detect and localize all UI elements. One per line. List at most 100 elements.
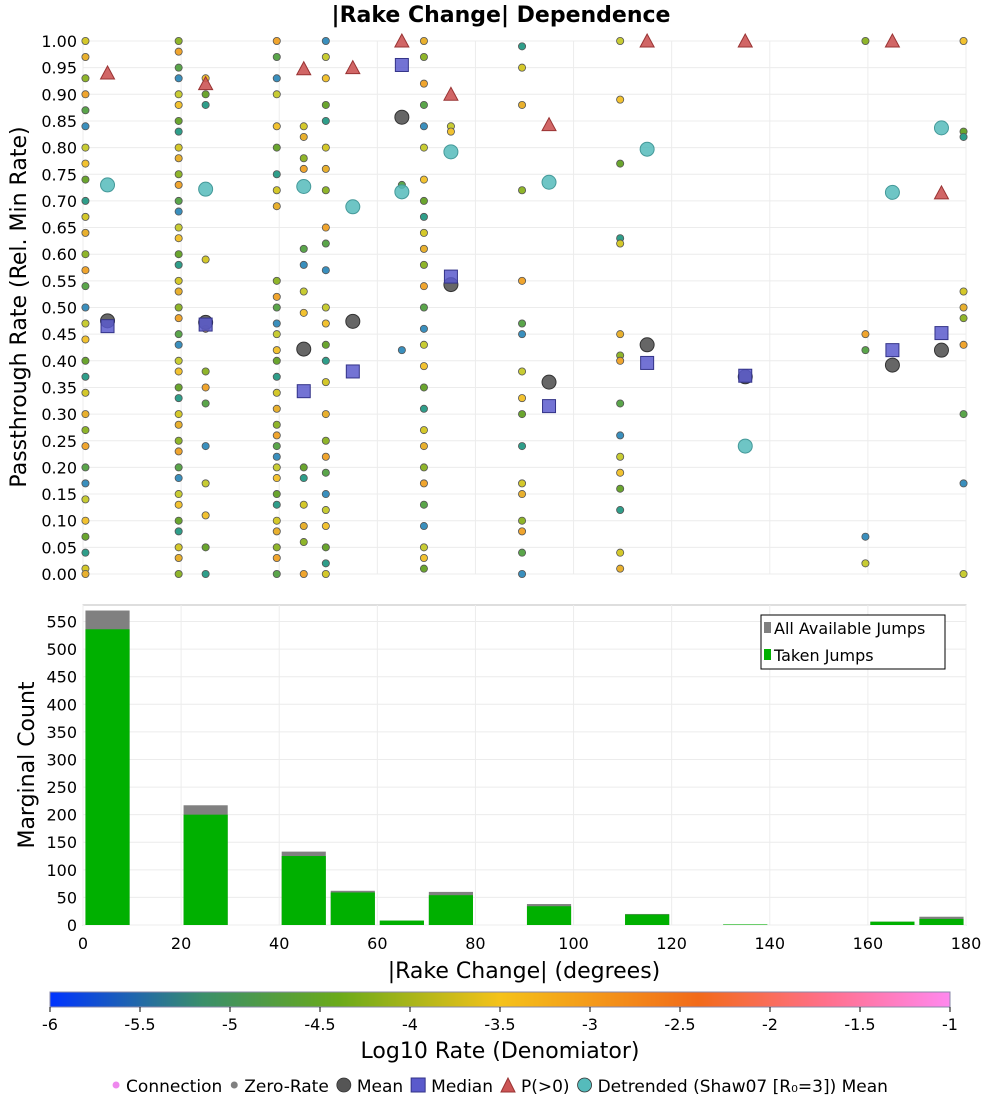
detrended-mean-marker <box>443 144 459 160</box>
scatter-y-tick-label: 0.80 <box>41 139 77 158</box>
histogram-y-tick-label: 100 <box>46 861 77 880</box>
p-greater-zero-marker <box>99 64 116 80</box>
scatter-y-ticks: 0.00 0.05 0.10 0.15 0.20 0.25 0.30 0.35 0.40 0.45… <box>41 32 77 584</box>
scatter-point <box>272 442 281 451</box>
histogram-y-tick-label: 150 <box>46 833 77 852</box>
scatter-point <box>272 74 281 83</box>
scatter-point <box>299 122 308 131</box>
scatter-point <box>299 474 308 483</box>
colorbar-tick-label: -2.5 <box>664 1015 695 1034</box>
scatter-point <box>321 378 330 387</box>
scatter-point <box>174 340 183 349</box>
bar-taken-jumps <box>526 906 572 925</box>
bar-taken-jumps <box>183 814 228 925</box>
histogram-x-tick-label: 160 <box>853 934 884 953</box>
legend-marker <box>230 1081 238 1089</box>
scatter-point <box>272 372 281 381</box>
scatter-point <box>174 250 183 259</box>
scatter-point <box>959 37 968 46</box>
scatter-point <box>81 532 90 541</box>
scatter-point <box>419 426 428 435</box>
scatter-point <box>81 90 90 99</box>
median-marker <box>345 364 360 379</box>
colorbar-gradient <box>49 991 951 1008</box>
scatter-point <box>616 431 625 440</box>
histogram-y-tick-label: 500 <box>46 640 77 659</box>
scatter-point <box>201 255 210 264</box>
scatter-point <box>174 436 183 445</box>
scatter-point <box>518 367 527 376</box>
legend-marker <box>500 1076 516 1093</box>
histogram-x-tick-label: 20 <box>171 934 191 953</box>
scatter-point <box>272 431 281 440</box>
scatter-point <box>174 314 183 323</box>
colorbar-tick-label: -5.5 <box>124 1015 155 1034</box>
histogram-y-tick-label: 450 <box>46 668 77 687</box>
scatter-point <box>272 420 281 429</box>
scatter-point <box>272 516 281 525</box>
legend-label: Mean <box>357 1077 403 1097</box>
colorbar-tick-label: -4 <box>402 1015 418 1034</box>
scatter-y-tick-label: 0.10 <box>41 512 77 531</box>
scatter-point <box>174 170 183 179</box>
scatter-point <box>272 52 281 61</box>
scatter-point <box>81 106 90 115</box>
median-marker <box>738 368 753 383</box>
median-marker <box>296 384 311 399</box>
scatter-point <box>174 500 183 509</box>
scatter-point <box>446 127 455 136</box>
scatter-point <box>518 548 527 557</box>
scatter-y-tick-label: 1.00 <box>41 32 77 51</box>
scatter-point <box>321 506 330 515</box>
scatter-point <box>174 330 183 339</box>
scatter-y-tick-label: 0.65 <box>41 219 77 238</box>
scatter-point <box>272 90 281 99</box>
p-greater-zero-marker <box>884 32 901 48</box>
scatter-point <box>81 282 90 291</box>
bar-taken-jumps <box>723 924 768 925</box>
scatter-point <box>272 554 281 563</box>
scatter-point <box>321 570 330 579</box>
histogram-y-tick-label: 550 <box>46 613 77 632</box>
scatter-point <box>174 37 183 46</box>
median-marker <box>443 269 458 284</box>
bar-taken-jumps <box>625 914 670 925</box>
scatter-point <box>616 564 625 573</box>
scatter-point <box>299 132 308 141</box>
scatter-point <box>174 410 183 419</box>
p-greater-zero-marker <box>197 75 214 91</box>
scatter-point <box>321 559 330 568</box>
mean-marker <box>884 357 900 373</box>
scatter-point <box>81 303 90 312</box>
scatter-point <box>272 463 281 472</box>
mean-marker <box>345 313 361 329</box>
legend-label: P(>0) <box>521 1077 570 1097</box>
scatter-y-tick-label: 0.55 <box>41 272 77 291</box>
legend-item: Mean <box>336 1077 403 1097</box>
legend-item: Median <box>410 1077 493 1097</box>
histogram-x-tick-label: 180 <box>951 934 982 953</box>
scatter-point <box>81 479 90 488</box>
detrended-mean-marker <box>884 184 900 200</box>
scatter-point <box>419 522 428 531</box>
scatter-point <box>272 37 281 46</box>
scatter-point <box>272 490 281 499</box>
p-greater-zero-marker <box>639 32 655 48</box>
scatter-point <box>419 463 428 472</box>
scatter-point <box>419 564 428 573</box>
scatter-point <box>81 159 90 168</box>
legend-label: Median <box>431 1077 493 1097</box>
scatter-point <box>201 479 210 488</box>
scatter-point <box>419 554 428 563</box>
legend-swatch-taken-jumps <box>764 649 771 660</box>
scatter-point <box>518 570 527 579</box>
histogram-x-tick-label: 120 <box>656 934 687 953</box>
scatter-point <box>419 383 428 392</box>
scatter-point <box>174 74 183 83</box>
scatter-y-tick-label: 0.45 <box>41 325 77 344</box>
scatter-point <box>959 410 968 419</box>
scatter-point <box>419 500 428 509</box>
scatter-point <box>518 63 527 72</box>
scatter-point <box>174 63 183 72</box>
scatter-point <box>174 100 183 109</box>
